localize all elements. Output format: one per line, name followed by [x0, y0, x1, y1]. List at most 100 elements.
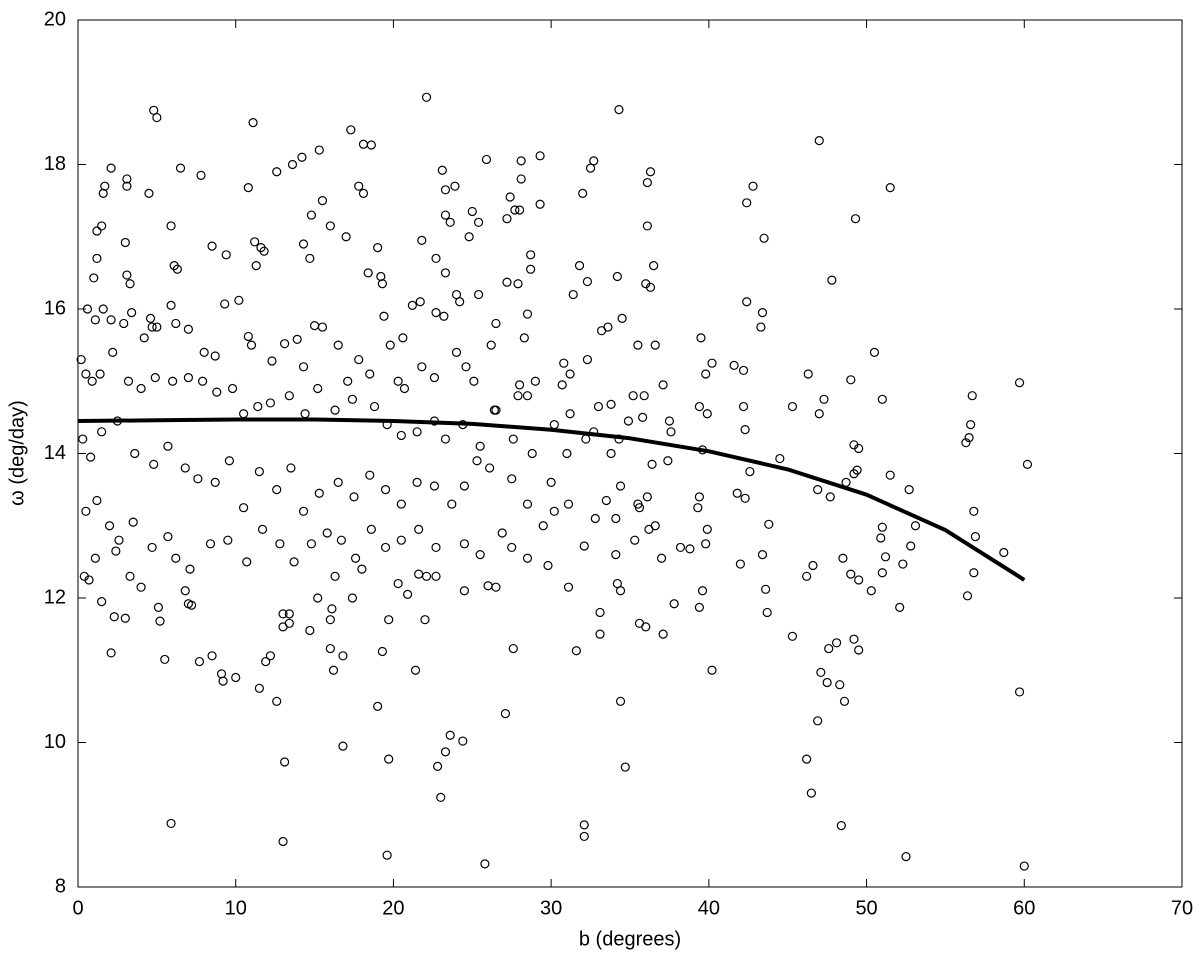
- point: [694, 492, 704, 502]
- point: [854, 645, 864, 655]
- point: [803, 369, 813, 379]
- point: [384, 615, 394, 625]
- point: [139, 333, 149, 343]
- point: [742, 198, 752, 208]
- point: [658, 380, 668, 390]
- point: [122, 270, 132, 280]
- point: [403, 589, 413, 599]
- point: [272, 696, 282, 706]
- point: [825, 492, 835, 502]
- point: [620, 762, 630, 772]
- point: [508, 643, 518, 654]
- point: [104, 521, 115, 531]
- point: [440, 434, 451, 444]
- point: [125, 279, 135, 289]
- point: [615, 586, 626, 596]
- point: [357, 564, 367, 574]
- point: [120, 237, 130, 248]
- point: [358, 188, 369, 198]
- point: [152, 322, 162, 332]
- point: [535, 199, 545, 209]
- point: [461, 362, 471, 372]
- point: [366, 524, 376, 534]
- point: [701, 539, 711, 549]
- point: [574, 261, 585, 271]
- y-axis-label: ω (deg/day): [6, 400, 28, 506]
- point: [234, 295, 244, 305]
- point: [128, 517, 138, 527]
- point: [193, 474, 203, 484]
- point: [197, 376, 208, 386]
- point: [180, 586, 190, 596]
- point: [612, 271, 622, 282]
- point: [633, 340, 643, 350]
- point: [559, 358, 569, 368]
- point: [109, 612, 119, 622]
- point: [877, 394, 887, 404]
- point: [136, 582, 146, 592]
- point: [585, 163, 596, 173]
- point: [210, 351, 220, 361]
- point: [412, 477, 422, 487]
- point: [330, 405, 340, 415]
- point: [429, 481, 440, 491]
- point: [611, 513, 621, 524]
- point: [538, 521, 548, 531]
- point: [98, 188, 108, 198]
- point: [582, 354, 593, 365]
- point: [445, 217, 455, 227]
- point: [601, 495, 611, 506]
- point: [347, 593, 358, 603]
- point: [393, 376, 403, 386]
- point: [642, 177, 652, 188]
- point: [707, 665, 717, 675]
- point: [469, 376, 479, 386]
- point: [824, 643, 834, 654]
- x-tick-label: 60: [1013, 897, 1035, 919]
- point: [78, 434, 88, 444]
- point: [194, 656, 205, 667]
- point: [497, 528, 507, 538]
- point: [172, 264, 182, 274]
- point: [802, 571, 812, 581]
- point: [239, 409, 249, 419]
- point: [92, 226, 102, 236]
- point: [759, 233, 769, 243]
- point: [306, 539, 317, 549]
- point: [505, 192, 515, 202]
- point: [220, 299, 230, 309]
- point: [593, 401, 604, 412]
- point: [284, 618, 294, 628]
- point: [1022, 459, 1033, 469]
- point: [816, 667, 826, 678]
- point: [838, 553, 848, 563]
- point: [243, 331, 253, 342]
- point: [507, 542, 517, 553]
- point: [450, 181, 460, 191]
- point: [336, 535, 346, 545]
- point: [437, 165, 447, 175]
- point: [516, 156, 526, 166]
- point: [510, 205, 520, 215]
- point: [459, 586, 469, 596]
- point: [338, 741, 348, 751]
- point: [380, 485, 391, 495]
- point: [1019, 861, 1029, 871]
- point: [90, 315, 100, 325]
- point: [813, 485, 823, 495]
- point: [527, 448, 537, 459]
- point: [284, 391, 294, 401]
- y-tick-label: 8: [55, 875, 66, 897]
- point: [280, 757, 290, 767]
- point: [84, 575, 94, 585]
- point: [581, 434, 591, 444]
- point: [380, 542, 391, 553]
- point: [396, 430, 406, 441]
- point: [153, 602, 164, 612]
- point: [333, 477, 343, 487]
- point: [373, 242, 383, 253]
- point: [185, 564, 195, 574]
- y-tick-label: 10: [44, 731, 66, 753]
- point: [297, 152, 307, 162]
- point: [314, 145, 324, 155]
